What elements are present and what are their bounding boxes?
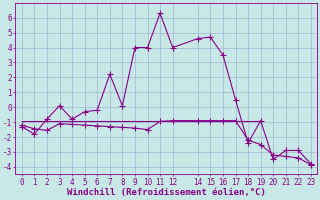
X-axis label: Windchill (Refroidissement éolien,°C): Windchill (Refroidissement éolien,°C) — [67, 188, 266, 197]
